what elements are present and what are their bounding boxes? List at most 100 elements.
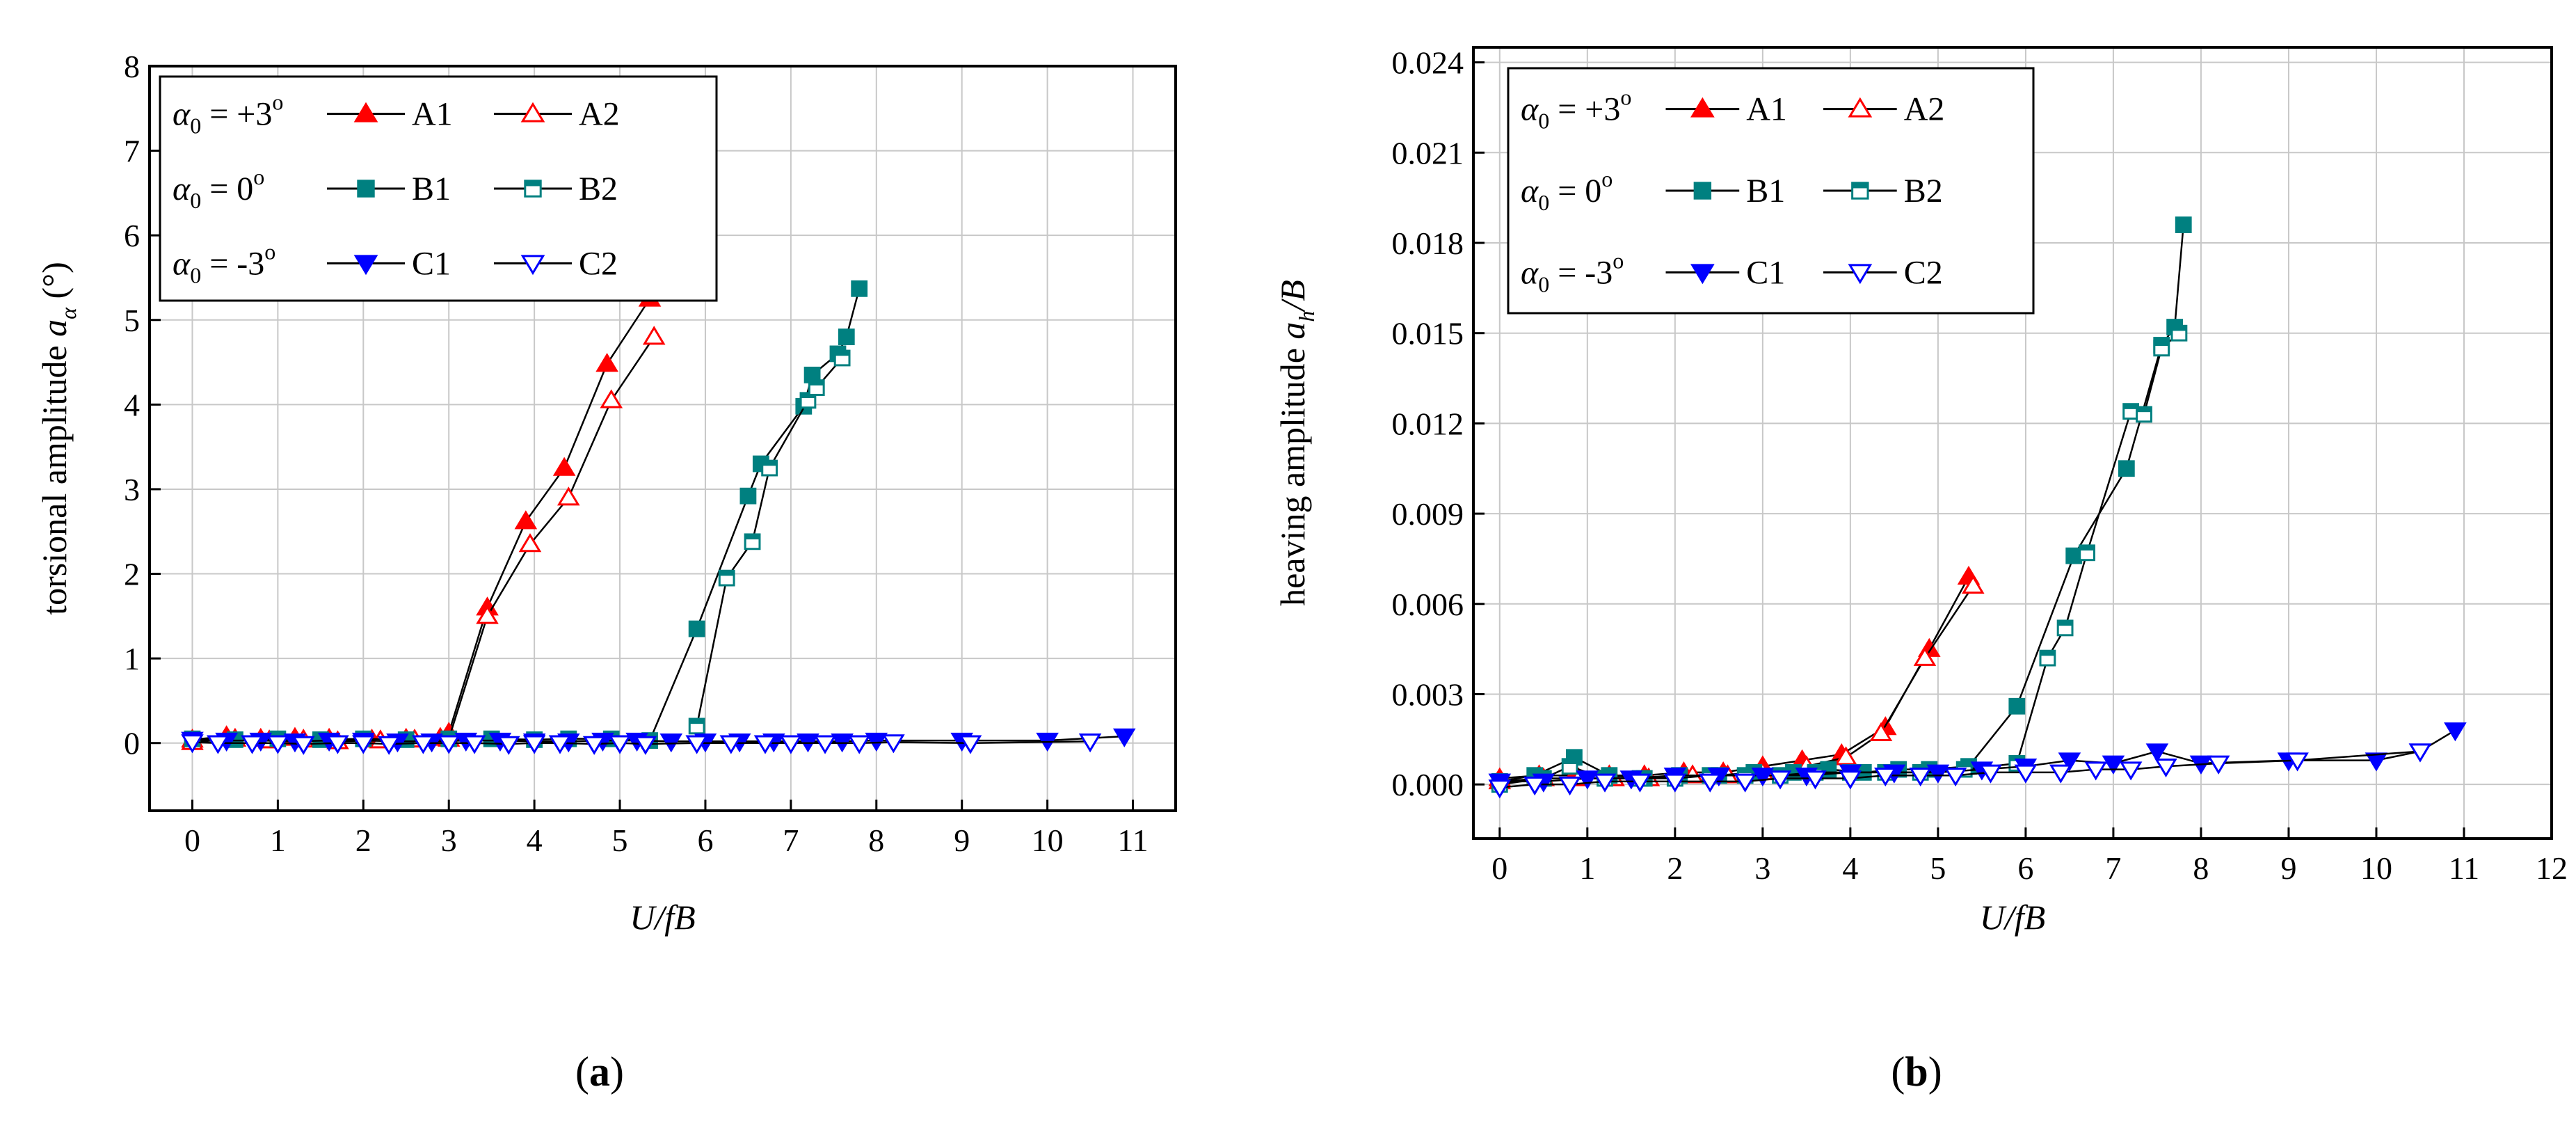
y-tick-label-4: 4 — [124, 387, 140, 422]
legend-C1-marker — [353, 255, 378, 276]
panel-caption: (b) — [1891, 1049, 1942, 1095]
legend-A2-text: A2 — [579, 96, 620, 133]
series-C2-point-1 — [1523, 776, 1546, 796]
legend-A2-text: A2 — [1904, 91, 1945, 128]
series-C2-point-24 — [959, 735, 982, 754]
legend-row-2-label: α0 = -3o — [173, 239, 275, 287]
series-B1-point-19 — [851, 280, 868, 297]
x-tick-label-7: 7 — [2105, 850, 2121, 886]
x-tick-label-2: 2 — [355, 823, 371, 858]
series-A2-point-8 — [476, 605, 499, 624]
series-C2-point-18 — [2119, 761, 2143, 781]
series-B2-point-15-band — [2040, 651, 2055, 656]
series-C2-point-9 — [437, 735, 461, 754]
series-A2-point-11 — [1913, 647, 1937, 666]
y-tick-label-0: 0.000 — [1392, 767, 1464, 802]
series-C2-point-12 — [1909, 767, 1932, 787]
x-tick-label-11: 11 — [2449, 850, 2479, 886]
series-B2-point-20-band — [2154, 340, 2169, 347]
series-C2-point-2 — [241, 735, 264, 754]
y-tick-label-6: 6 — [124, 218, 140, 253]
series-C1-point-15 — [2145, 743, 2169, 763]
series-B2-point-4-band — [801, 392, 815, 399]
series-C2-point-1 — [207, 735, 230, 754]
series-C2-point-25 — [1078, 734, 1102, 753]
legend-A1-text: A1 — [412, 96, 453, 133]
series-C2-point-22 — [847, 735, 871, 754]
series-C2-point-8 — [412, 735, 435, 754]
series-C2-point-6 — [351, 735, 375, 754]
legend-C2-marker — [1848, 264, 1873, 285]
legend-B2-text: B2 — [579, 171, 618, 207]
series-C2-point-12 — [522, 735, 546, 754]
legend-A1-marker — [1690, 97, 1715, 118]
series-C2-point-9 — [1804, 770, 1827, 790]
y-tick-label-4: 0.012 — [1392, 406, 1464, 441]
series-A1-line-0 — [1499, 576, 1970, 779]
series-B2-point-3-band — [762, 461, 777, 466]
series-B1-line-1 — [648, 288, 861, 741]
series-group — [181, 280, 1136, 755]
x-axis-label: U/fB — [1980, 898, 2045, 937]
series-B2-point-2-band — [1562, 759, 1578, 764]
legend-A2-marker — [1848, 97, 1873, 118]
series-C1-point-13 — [2058, 752, 2081, 772]
series-B2-point-7-band — [1738, 768, 1753, 773]
series-B2-point-16-band — [2058, 620, 2073, 626]
series-C2-point-16 — [2049, 764, 2072, 784]
legend-B2-text: B2 — [1904, 173, 1943, 209]
series-B2-point-21-band — [2172, 326, 2186, 331]
x-tick-label-4: 4 — [1842, 850, 1858, 886]
series-A1-point-10 — [514, 510, 538, 530]
series-B2-point-6-band — [835, 351, 850, 356]
series-C2-point-2 — [1558, 776, 1581, 796]
series-C1-point-23 — [1112, 728, 1136, 747]
series-C2-point-16 — [634, 736, 657, 755]
series-C2-point-17 — [685, 735, 708, 754]
y-tick-label-1: 0.003 — [1392, 676, 1464, 712]
legend-B2-marker-band — [1852, 182, 1869, 189]
x-tick-label-11: 11 — [1117, 823, 1148, 858]
chart-b: 0 1 2 3 4 5 6 7 8 9 10 11 120.0000.0030.0060.0090.01… — [1273, 45, 2568, 1095]
series-B2-point-1-band — [719, 571, 735, 576]
series-C2-point-20 — [779, 735, 803, 754]
series-C2-point-11 — [1873, 767, 1897, 787]
y-tick-label-2: 0.006 — [1392, 587, 1464, 622]
series-C2-point-22 — [2408, 743, 2432, 763]
series-A1-point-12 — [595, 353, 618, 372]
series-C2-point-19 — [2154, 758, 2177, 778]
series-A2-point-12 — [642, 326, 666, 345]
x-tick-label-3: 3 — [441, 823, 457, 858]
series-C2-point-21 — [2286, 752, 2309, 772]
legend-C2-text: C2 — [579, 245, 618, 282]
legend-box — [159, 75, 718, 302]
x-tick-label-8: 8 — [2193, 850, 2209, 886]
x-tick-label-5: 5 — [1930, 850, 1946, 886]
y-tick-label-3: 0.009 — [1392, 496, 1464, 532]
y-tick-label-8: 8 — [124, 49, 140, 84]
legend-B1-text: B1 — [412, 171, 451, 207]
series-C2-point-8 — [1768, 770, 1792, 790]
series-C2-point-10 — [1839, 770, 1862, 790]
series-C2-point-11 — [497, 736, 520, 755]
legend-B1-text: B1 — [1746, 173, 1785, 209]
series-B2-point-0-band — [689, 719, 705, 724]
series-A2-point-11 — [600, 389, 623, 409]
series-A1-line-0 — [192, 298, 651, 741]
series-B2-point-5-band — [809, 380, 824, 386]
x-tick-label-2: 2 — [1667, 850, 1683, 886]
x-tick-label-5: 5 — [612, 823, 628, 858]
legend-row-0-label: α0 = +3o — [1521, 85, 1631, 134]
series-A2-point-12 — [1961, 574, 1985, 594]
series-B1-point-14 — [2008, 697, 2026, 715]
y-tick-label-6: 0.018 — [1392, 225, 1464, 261]
x-tick-label-9: 9 — [954, 823, 970, 858]
series-B1-point-16 — [2118, 460, 2135, 477]
series-B1-point-13 — [739, 487, 757, 505]
y-tick-label-3: 3 — [124, 472, 140, 507]
series-A2-point-10 — [1869, 722, 1893, 741]
x-tick-label-9: 9 — [2280, 850, 2296, 886]
series-B1-point-19 — [2175, 216, 2192, 233]
series-A2-line-0 — [192, 336, 655, 743]
